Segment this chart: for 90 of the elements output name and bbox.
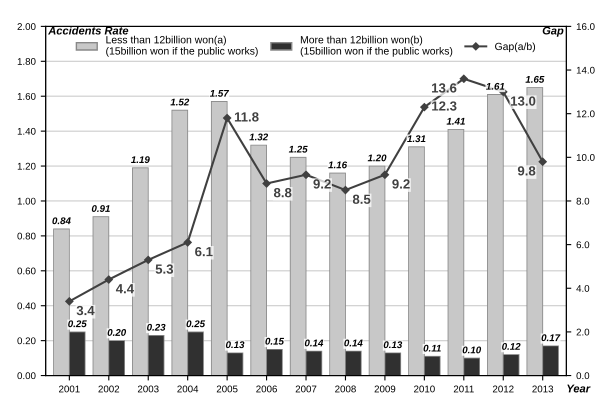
data-label: 3.4 (76, 306, 95, 316)
y-tick-label: 1.20 (18, 162, 36, 170)
y2-tick-label: 10.0 (576, 154, 595, 161)
x-tick-label: 2011 (454, 386, 474, 392)
y2-tick-label: 2.0 (576, 328, 590, 336)
data-label: 0.25 (68, 320, 87, 328)
data-label: 1.61 (486, 82, 504, 90)
x-axis-title: Year (567, 384, 591, 392)
data-label: 12.3 (432, 101, 457, 111)
x-tick-label: 2002 (98, 386, 120, 392)
data-label: 1.41 (446, 118, 465, 125)
x-tick-label: 2012 (492, 386, 514, 392)
data-label: 1.25 (288, 146, 308, 153)
data-label: 0.11 (424, 344, 441, 352)
data-label: 0.14 (344, 340, 363, 346)
y2-tick-label: 12.0 (576, 110, 595, 118)
point (420, 103, 428, 112)
data-label: 1.16 (328, 161, 348, 168)
y2-axis-title: Gap (542, 26, 564, 37)
data-label: 1.65 (526, 76, 544, 83)
x-tick-label: 2005 (216, 386, 238, 392)
y-axis-title: Accidents Rate (48, 26, 128, 35)
point (222, 114, 232, 122)
y2-tick-label: 16.0 (576, 23, 595, 30)
y2-tick-label: 8.0 (576, 198, 590, 205)
data-label: 9.2 (313, 179, 331, 189)
point (380, 170, 390, 179)
data-label: 1.31 (407, 135, 426, 142)
point (144, 256, 152, 264)
y-tick-label: 2.00 (18, 23, 36, 30)
data-label: 1.32 (249, 134, 268, 140)
data-label: 0.13 (384, 341, 402, 348)
x-tick-label: 2010 (414, 386, 435, 392)
data-label: 9.2 (392, 179, 410, 189)
point (184, 238, 192, 247)
data-label: 0.15 (265, 338, 284, 345)
y-tick-label: 1.80 (18, 58, 36, 65)
point (302, 170, 310, 179)
y-tick-label: 0.20 (17, 337, 36, 344)
data-label: 0.10 (462, 346, 482, 354)
y2-tick-label: 14.0 (576, 66, 595, 74)
point (460, 74, 468, 83)
point (262, 179, 271, 188)
data-label: 0.25 (186, 320, 206, 328)
x-tick-label: 2007 (296, 386, 316, 392)
legend-label: Less than 12billion won(a) (15billion won if the public works) (106, 36, 258, 57)
data-label: 0.13 (226, 341, 244, 348)
data-label: 6.1 (195, 246, 213, 256)
y2-tick-label: 0.0 (576, 372, 590, 380)
y2-tick-label: 6.0 (576, 241, 590, 248)
y-tick-label: 0.00 (17, 372, 36, 380)
data-label: 8.5 (352, 194, 370, 204)
data-label: 5.3 (156, 264, 174, 274)
data-label: 8.8 (274, 188, 292, 198)
x-tick-label: 2008 (335, 386, 356, 392)
legend-label: More than 12billion won(b) (15billion won if the public works) (300, 36, 452, 57)
x-tick-label: 2001 (59, 386, 80, 392)
point (104, 275, 113, 284)
point (538, 158, 547, 166)
y-tick-label: 0.40 (17, 302, 36, 310)
data-label: 0.14 (304, 340, 324, 346)
data-label: 4.4 (116, 284, 134, 294)
data-label: 0.84 (52, 217, 71, 224)
y-tick-label: 1.60 (18, 92, 36, 100)
point (341, 186, 350, 194)
data-label: 1.19 (131, 156, 150, 164)
x-tick-label: 2004 (177, 386, 198, 392)
legend-label: Gap(a/b) (495, 42, 536, 52)
data-label: 9.8 (518, 166, 536, 176)
data-label: 1.20 (368, 154, 386, 162)
y-tick-label: 0.80 (17, 232, 36, 240)
x-tick-label: 2013 (532, 386, 554, 392)
point (65, 297, 74, 306)
x-tick-label: 2009 (374, 386, 396, 392)
data-label: 11.8 (234, 112, 259, 122)
data-label: 13.0 (511, 96, 536, 106)
data-label: 13.6 (432, 83, 456, 93)
y-tick-label: 1.40 (18, 128, 36, 135)
data-label: 0.23 (147, 324, 166, 331)
x-tick-label: 2006 (256, 386, 277, 392)
data-label: 0.17 (542, 334, 560, 342)
y-tick-label: 0.60 (17, 268, 36, 274)
data-label: 1.57 (210, 90, 230, 97)
y-tick-label: 1.00 (18, 198, 36, 205)
data-label: 0.12 (502, 343, 521, 350)
y2-tick-label: 4.0 (576, 284, 590, 292)
data-label: 0.20 (108, 329, 126, 336)
x-tick-label: 2003 (138, 386, 159, 392)
data-label: 0.91 (92, 205, 110, 212)
data-label: 1.52 (170, 98, 190, 106)
